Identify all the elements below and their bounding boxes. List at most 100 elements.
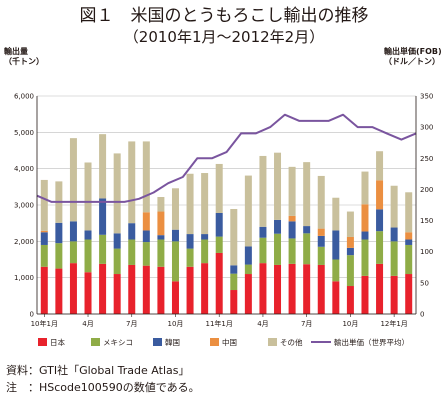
bar-segment-japan <box>201 263 209 314</box>
bar-segment-korea <box>69 221 77 242</box>
bar-segment-mexico <box>332 259 340 282</box>
y-tick-label: 2,000 <box>14 238 34 246</box>
bar-segment-korea <box>215 212 223 237</box>
x-tick-label: 4月 <box>82 320 93 328</box>
bar-segment-mexico <box>215 236 223 253</box>
y2-tick-label: 200 <box>420 186 433 194</box>
bar-segment-other <box>40 179 48 231</box>
x-tick-label: 10月 <box>342 320 358 328</box>
bar-segment-other <box>376 151 384 181</box>
bar-segment-other <box>201 173 209 235</box>
bar-segment-korea <box>346 247 354 256</box>
bar-segment-japan <box>230 290 238 314</box>
source-note: 資料：GTI社「Global Trade Atlas」 <box>6 364 190 377</box>
bar-segment-mexico <box>303 233 311 265</box>
bar-segment-korea <box>288 221 296 239</box>
bar-segment-korea <box>55 222 63 244</box>
y-tick-label: 3,000 <box>14 202 34 210</box>
bar-segment-china <box>142 212 150 231</box>
bar-segment-korea <box>157 235 165 240</box>
bar-segment-japan <box>157 266 165 314</box>
bar-segment-china <box>317 228 325 236</box>
bar-segment-china <box>346 236 354 248</box>
bar-segment-japan <box>113 274 121 314</box>
bar-segment-japan <box>361 275 369 314</box>
bar-segment-other <box>361 171 369 205</box>
bar-segment-mexico <box>99 234 107 264</box>
x-tick-label: 12年1月 <box>380 319 407 328</box>
y-tick-label: 4,000 <box>14 165 34 173</box>
x-tick-label: 10月 <box>168 320 184 328</box>
bar-segment-mexico <box>201 239 209 264</box>
bar-segment-other <box>142 141 150 213</box>
bar-segment-mexico <box>157 239 165 267</box>
bar-segment-japan <box>288 263 296 314</box>
x-tick-label: 11年1月 <box>206 319 233 328</box>
bar-segment-mexico <box>244 264 252 275</box>
legend-label-mexico: メキシコ <box>103 338 133 347</box>
bar-segment-mexico <box>84 239 92 273</box>
bar-segment-other <box>215 163 223 213</box>
x-tick-label: 7月 <box>301 320 312 328</box>
bar-segment-japan <box>244 274 252 314</box>
bar-segment-other <box>405 192 413 233</box>
bar-segment-korea <box>274 219 282 234</box>
bar-segment-korea <box>113 233 121 249</box>
bar-segment-mexico <box>390 241 398 276</box>
bar-segment-other <box>303 162 311 227</box>
price-line-layer <box>36 113 417 203</box>
bar-segment-other <box>69 138 77 222</box>
bar-segment-other <box>332 197 340 231</box>
bar-segment-mexico <box>274 233 282 265</box>
bar-segment-japan <box>376 263 384 314</box>
bar-segment-japan <box>99 263 107 314</box>
bar-segment-japan <box>55 268 63 314</box>
bar-segment-japan <box>303 264 311 314</box>
bar-segment-japan <box>171 281 179 314</box>
right-axis-label: 輸出単価(FOB) （ドル／トン） <box>384 47 442 67</box>
bar-segment-mexico <box>361 239 369 276</box>
bar-segment-china <box>288 215 296 222</box>
bar-segment-korea <box>361 231 369 240</box>
y2-tick-label: 350 <box>420 93 433 101</box>
bar-segment-other <box>259 155 267 227</box>
legend-label-japan: 日本 <box>50 337 65 347</box>
axes: 0 1,000 2,000 3,000 4,000 5,000 6,000 0 50 100 150… <box>14 93 433 329</box>
bar-segment-china <box>40 230 48 233</box>
bar-segment-mexico <box>171 241 179 282</box>
bar-segment-japan <box>142 265 150 314</box>
left-axis-label-line1: 輸出量 <box>4 47 28 56</box>
bar-segment-mexico <box>142 242 150 266</box>
bar-segment-mexico <box>40 244 48 267</box>
bar-segment-korea <box>405 239 413 245</box>
legend-swatch-japan <box>38 338 47 346</box>
bar-segment-other <box>186 173 194 235</box>
bar-segment-other <box>244 175 252 247</box>
bar-segment-korea <box>201 234 209 240</box>
bar-segment-mexico <box>405 244 413 275</box>
legend-swatch-mexico <box>91 338 100 346</box>
bar-segment-other <box>171 188 179 230</box>
y2-tick-label: 250 <box>420 155 433 163</box>
y-tick-label: 0 <box>30 311 34 319</box>
bar-segment-other <box>113 153 121 234</box>
bar-segment-japan <box>215 252 223 314</box>
notes: 資料：GTI社「Global Trade Atlas」 注 ：HScode100… <box>6 362 200 396</box>
y2-tick-label: 150 <box>420 217 433 225</box>
bar-segment-korea <box>390 227 398 242</box>
bar-segment-china <box>157 211 165 236</box>
left-axis-label: 輸出量 （千トン） <box>4 47 44 67</box>
bar-segment-other <box>157 197 165 212</box>
chart-subtitle: （2010年1月～2012年2月） <box>123 28 325 46</box>
bar-segment-japan <box>84 272 92 314</box>
y2-tick-label: 0 <box>420 311 424 319</box>
bar-segment-korea <box>332 230 340 260</box>
bar-segment-korea <box>186 234 194 249</box>
bar-segment-china <box>361 204 369 232</box>
bar-segment-other <box>84 162 92 231</box>
bar-segment-mexico <box>259 237 267 264</box>
bar-segment-mexico <box>55 243 63 269</box>
bar-segment-other <box>99 134 107 199</box>
bar-segment-other <box>230 208 238 266</box>
